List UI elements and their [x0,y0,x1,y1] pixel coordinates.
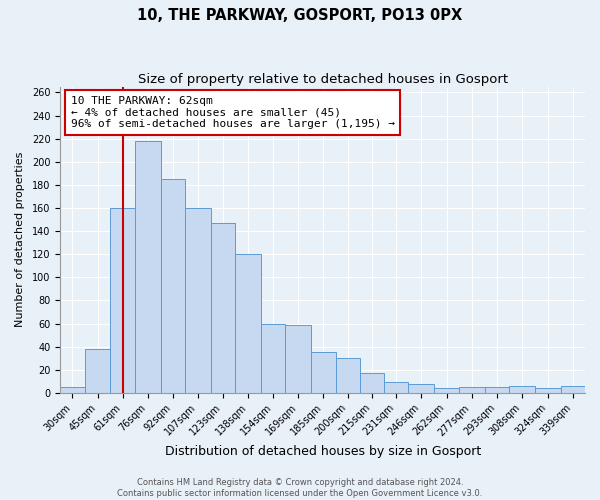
Bar [161,179,185,393]
Bar [458,387,485,393]
Bar [60,387,85,393]
Title: Size of property relative to detached houses in Gosport: Size of property relative to detached ho… [137,72,508,86]
Bar [535,388,561,393]
Bar [211,223,235,393]
X-axis label: Distribution of detached houses by size in Gosport: Distribution of detached houses by size … [164,444,481,458]
Bar [110,208,135,393]
Bar [235,254,261,393]
Bar [185,208,211,393]
Bar [384,382,409,393]
Bar [286,324,311,393]
Text: Contains HM Land Registry data © Crown copyright and database right 2024.
Contai: Contains HM Land Registry data © Crown c… [118,478,482,498]
Bar [261,324,286,393]
Bar [409,384,434,393]
Bar [509,386,535,393]
Bar [434,388,458,393]
Bar [485,387,509,393]
Bar [335,358,360,393]
Y-axis label: Number of detached properties: Number of detached properties [15,152,25,328]
Bar [360,373,384,393]
Bar [311,352,335,393]
Bar [85,349,110,393]
Text: 10 THE PARKWAY: 62sqm
← 4% of detached houses are smaller (45)
96% of semi-detac: 10 THE PARKWAY: 62sqm ← 4% of detached h… [71,96,395,129]
Bar [135,141,161,393]
Bar [561,386,585,393]
Text: 10, THE PARKWAY, GOSPORT, PO13 0PX: 10, THE PARKWAY, GOSPORT, PO13 0PX [137,8,463,22]
